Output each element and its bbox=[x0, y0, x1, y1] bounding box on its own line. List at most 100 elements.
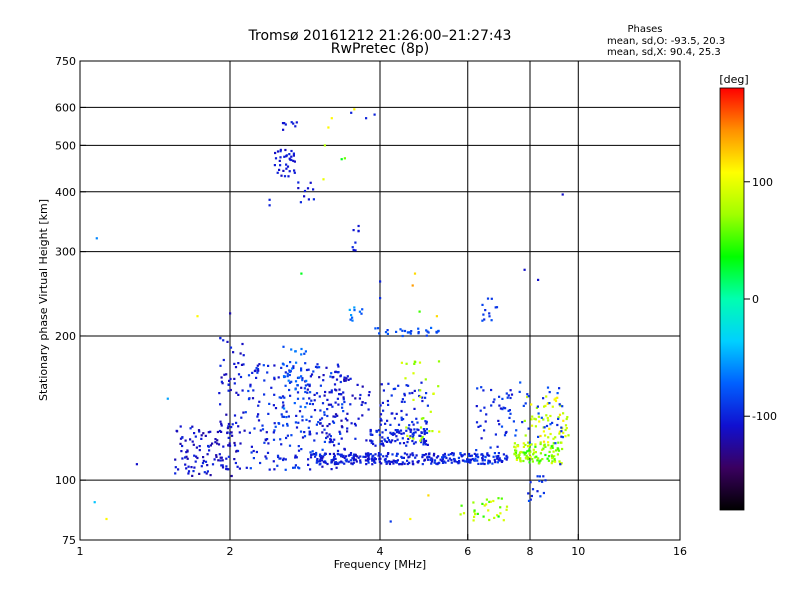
scatter-point bbox=[559, 463, 562, 466]
scatter-point bbox=[489, 446, 492, 449]
scatter-point bbox=[346, 419, 349, 422]
scatter-point bbox=[402, 442, 406, 445]
scatter-point bbox=[394, 429, 397, 432]
scatter-point bbox=[336, 449, 340, 452]
scatter-point bbox=[285, 163, 288, 166]
scatter-point bbox=[231, 423, 234, 426]
scatter-point bbox=[264, 455, 267, 458]
scatter-point bbox=[407, 456, 410, 459]
scatter-point bbox=[491, 462, 494, 465]
scatter-point bbox=[379, 417, 382, 420]
scatter-point bbox=[340, 425, 343, 428]
scatter-point bbox=[536, 457, 539, 460]
scatter-point bbox=[542, 491, 545, 495]
scatter-point bbox=[216, 439, 219, 442]
scatter-point bbox=[185, 455, 188, 458]
scatter-point bbox=[211, 463, 215, 466]
scatter-point bbox=[399, 463, 402, 466]
scatter-point bbox=[273, 422, 276, 425]
scatter-point bbox=[411, 391, 414, 395]
scatter-point bbox=[488, 315, 491, 318]
scatter-point bbox=[424, 396, 427, 399]
scatter-point bbox=[542, 447, 545, 450]
scatter-point bbox=[379, 280, 382, 283]
scatter-point bbox=[396, 452, 399, 456]
scatter-point bbox=[398, 431, 401, 434]
scatter-point bbox=[545, 414, 548, 417]
scatter-point bbox=[400, 432, 403, 435]
scatter-point bbox=[414, 431, 417, 434]
scatter-point bbox=[395, 330, 398, 333]
scatter-point bbox=[230, 431, 233, 434]
scatter-point bbox=[295, 361, 298, 364]
scatter-point bbox=[344, 455, 347, 458]
scatter-point bbox=[202, 456, 205, 459]
scatter-point bbox=[348, 308, 351, 311]
scatter-point bbox=[560, 435, 563, 438]
scatter-point bbox=[174, 466, 177, 469]
scatter-point bbox=[405, 413, 408, 416]
scatter-point bbox=[527, 441, 530, 444]
scatter-point bbox=[282, 404, 285, 407]
scatter-point bbox=[487, 462, 490, 465]
scatter-point bbox=[293, 466, 296, 469]
scatter-point bbox=[209, 474, 212, 477]
scatter-point bbox=[225, 413, 228, 416]
scatter-point bbox=[362, 455, 365, 458]
scatter-point bbox=[345, 377, 348, 380]
scatter-point bbox=[319, 384, 322, 387]
scatter-point bbox=[321, 448, 324, 451]
scatter-point bbox=[334, 413, 338, 416]
scatter-point bbox=[557, 441, 560, 444]
scatter-point bbox=[281, 122, 285, 125]
scatter-point bbox=[294, 456, 297, 459]
scatter-point bbox=[527, 458, 530, 461]
scatter-point bbox=[437, 385, 440, 388]
scatter-point bbox=[273, 364, 276, 367]
scatter-point bbox=[255, 367, 258, 370]
scatter-point bbox=[322, 374, 325, 377]
scatter-point bbox=[233, 362, 236, 365]
scatter-point bbox=[318, 463, 321, 466]
scatter-point bbox=[482, 515, 485, 518]
scatter-point bbox=[420, 431, 423, 434]
scatter-point bbox=[268, 204, 271, 207]
scatter-point bbox=[292, 122, 295, 125]
scatter-point bbox=[425, 329, 428, 332]
phase-heading: Phases bbox=[627, 24, 662, 35]
scatter-point bbox=[401, 461, 404, 464]
scatter-point bbox=[551, 457, 554, 460]
scatter-point bbox=[413, 428, 416, 431]
scatter-point bbox=[499, 512, 502, 515]
scatter-point bbox=[365, 117, 368, 120]
scatter-point bbox=[490, 297, 493, 300]
scatter-point bbox=[438, 430, 441, 433]
scatter-point bbox=[242, 411, 245, 414]
scatter-point bbox=[556, 423, 559, 427]
scatter-point bbox=[349, 318, 352, 321]
scatter-point bbox=[250, 451, 253, 454]
scatter-point bbox=[237, 425, 240, 428]
scatter-point bbox=[93, 501, 96, 504]
scatter-point bbox=[541, 448, 544, 451]
scatter-point bbox=[501, 408, 504, 411]
scatter-point bbox=[508, 416, 511, 419]
scatter-point bbox=[371, 459, 374, 462]
scatter-point bbox=[193, 432, 196, 435]
scatter-point bbox=[426, 404, 429, 407]
scatter-point bbox=[325, 366, 328, 369]
scatter-point bbox=[539, 442, 542, 446]
scatter-point bbox=[457, 462, 460, 465]
scatter-point bbox=[485, 413, 488, 416]
scatter-point bbox=[418, 394, 421, 398]
scatter-point bbox=[347, 460, 350, 463]
scatter-point bbox=[340, 460, 343, 463]
scatter-point bbox=[477, 425, 480, 428]
scatter-point bbox=[372, 442, 375, 446]
scatter-point bbox=[542, 418, 545, 421]
scatter-point bbox=[398, 463, 401, 466]
scatter-point bbox=[521, 451, 524, 454]
scatter-point bbox=[433, 459, 437, 462]
scatter-point bbox=[319, 456, 322, 459]
scatter-point bbox=[385, 440, 389, 443]
